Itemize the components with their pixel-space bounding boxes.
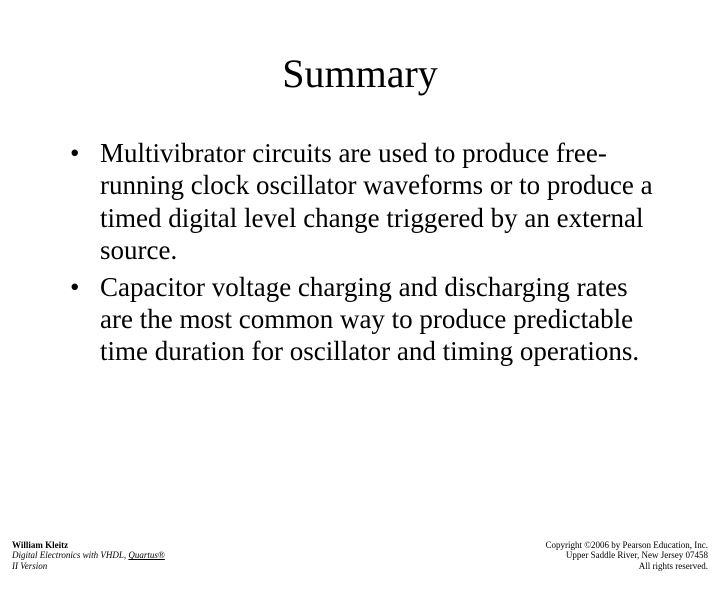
book-prefix: Digital Electronics with VHDL, bbox=[12, 550, 128, 560]
rights-line: All rights reserved. bbox=[545, 561, 708, 572]
book-title-line: Digital Electronics with VHDL, Quartus® bbox=[12, 550, 165, 561]
bullet-item: Multivibrator circuits are used to produ… bbox=[70, 137, 660, 267]
copyright-line: Copyright ©2006 by Pearson Education, In… bbox=[545, 540, 708, 551]
address-line: Upper Saddle River, New Jersey 07458 bbox=[545, 550, 708, 561]
footer-right: Copyright ©2006 by Pearson Education, In… bbox=[545, 540, 708, 572]
author-name: William Kleitz bbox=[12, 540, 165, 551]
bullet-list: Multivibrator circuits are used to produ… bbox=[0, 137, 720, 368]
book-underline: Quartus® bbox=[128, 550, 164, 560]
slide-title: Summary bbox=[0, 50, 720, 97]
footer-left: William Kleitz Digital Electronics with … bbox=[12, 540, 165, 572]
book-version: II Version bbox=[12, 561, 165, 572]
bullet-item: Capacitor voltage charging and dischargi… bbox=[70, 271, 660, 368]
